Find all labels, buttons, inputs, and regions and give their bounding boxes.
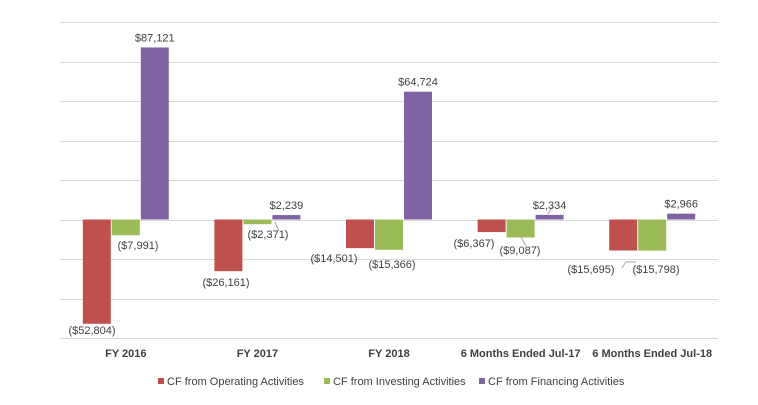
data-label: ($15,798) [632, 264, 679, 276]
legend-swatch [158, 378, 164, 384]
x-tick-label: FY 2018 [368, 348, 409, 360]
legend-label: CF from Investing Activities [333, 376, 466, 388]
bar-operating [214, 219, 243, 272]
x-tick-label: FY 2016 [105, 348, 146, 360]
legend: CF from Operating Activities CF from Inve… [158, 376, 625, 388]
bar-financing [404, 91, 432, 220]
data-label: $87,121 [135, 32, 175, 44]
data-label: ($15,695) [567, 264, 614, 276]
bar-operating [609, 219, 638, 251]
data-label: ($15,366) [368, 259, 415, 271]
data-label: ($14,501) [310, 253, 357, 265]
bar-investing [638, 219, 667, 251]
bars [82, 47, 696, 324]
bar-investing [506, 219, 535, 238]
bar-investing [243, 219, 272, 225]
bar-financing [667, 213, 696, 220]
leader-line [520, 236, 527, 247]
bar-investing [111, 219, 140, 236]
data-labels: ($52,804) ($7,991) $87,121 ($26,161) ($2,371… [68, 32, 698, 337]
gridlines [60, 22, 718, 339]
data-label: ($2,371) [248, 229, 289, 241]
bar-financing [535, 214, 564, 220]
data-label: ($9,087) [500, 245, 541, 257]
bar-operating [346, 219, 374, 249]
leader-line [547, 205, 554, 215]
data-label: ($26,161) [202, 277, 249, 289]
legend-label: CF from Operating Activities [167, 376, 304, 388]
x-tick-label: 6 Months Ended Jul-17 [461, 348, 581, 360]
x-tick-label: 6 Months Ended Jul-18 [592, 348, 712, 360]
bar-financing [140, 47, 169, 220]
x-tick-label: FY 2017 [237, 348, 278, 360]
data-label: $2,334 [533, 200, 567, 212]
x-axis: FY 2016 FY 2017 FY 2018 6 Months Ended Jul-… [105, 348, 712, 360]
label-leader-lines [274, 205, 636, 269]
data-label: $2,966 [664, 199, 698, 211]
legend-swatch [324, 378, 330, 384]
data-label: ($52,804) [68, 325, 115, 337]
bar-operating [82, 219, 111, 324]
bar-investing [375, 219, 403, 250]
data-label: $2,239 [270, 200, 304, 212]
bar-operating [477, 219, 506, 233]
data-label: $64,724 [398, 77, 438, 89]
bar-financing [272, 215, 301, 220]
data-label: ($6,367) [454, 238, 495, 250]
legend-label: CF from Financing Activities [488, 376, 625, 388]
leader-line [621, 261, 636, 269]
leader-line [274, 221, 280, 232]
data-label: ($7,991) [118, 240, 159, 252]
legend-swatch [479, 378, 485, 384]
